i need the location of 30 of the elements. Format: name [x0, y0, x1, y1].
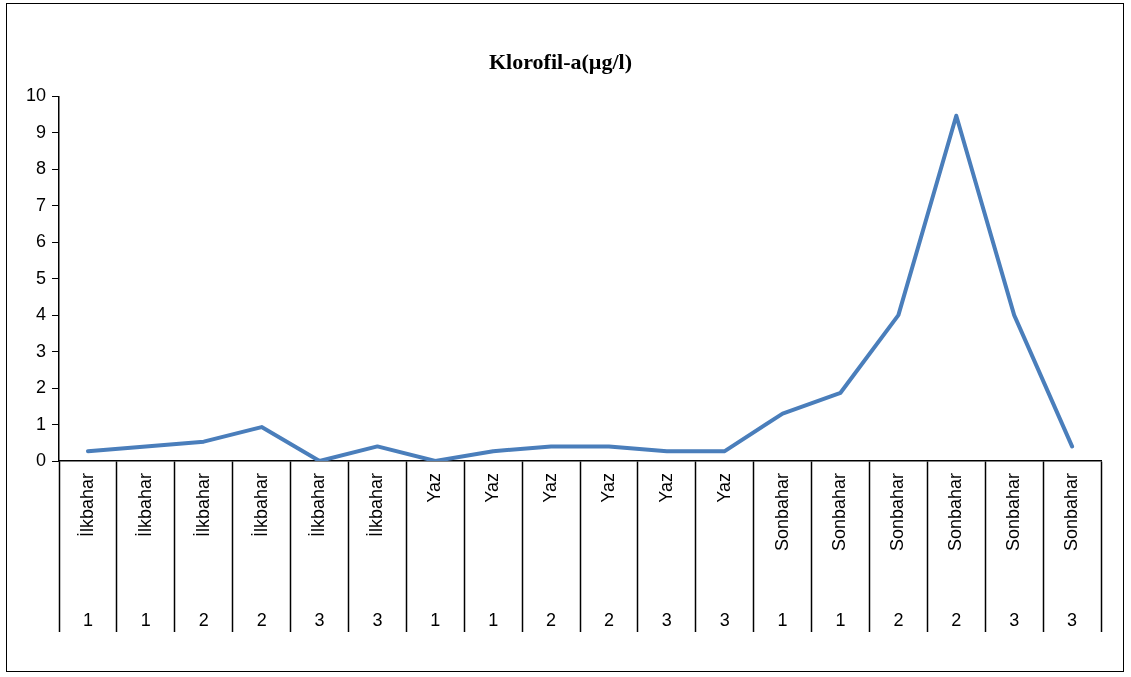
y-tick-label: 2 — [36, 377, 47, 398]
y-tick-label: 1 — [36, 413, 47, 434]
category-label: İlkbahar 1 — [76, 473, 97, 630]
y-tick-label: 8 — [36, 158, 47, 179]
category-label: Sonbahar 2 — [887, 473, 908, 630]
category-label: Sonbahar 3 — [1061, 473, 1082, 630]
category-label: Yaz 2 — [597, 473, 618, 630]
category-label: Sonbahar 3 — [1003, 473, 1024, 630]
category-label: İlkbahar 3 — [366, 473, 387, 630]
category-label: İlkbahar 1 — [134, 473, 155, 630]
y-tick-label: 7 — [36, 194, 47, 215]
category-label: Sonbahar 1 — [771, 473, 792, 630]
category-label: Yaz 3 — [655, 473, 676, 630]
category-label: Yaz 1 — [482, 473, 503, 630]
y-tick-label: 9 — [36, 121, 47, 142]
y-tick-label: 0 — [36, 449, 47, 470]
y-tick-label: 5 — [36, 267, 47, 288]
y-tick-label: 3 — [36, 340, 47, 361]
category-label: Sonbahar 2 — [945, 473, 966, 630]
category-label: Yaz 1 — [424, 473, 445, 630]
category-label: İlkbahar 2 — [192, 473, 213, 630]
y-tick-label: 6 — [36, 231, 47, 252]
category-label: Yaz 2 — [540, 473, 561, 630]
y-tick-label: 4 — [36, 304, 47, 325]
y-tick-label: 10 — [25, 85, 47, 106]
category-label: İlkbahar 2 — [250, 473, 271, 630]
category-label: İlkbahar 3 — [308, 473, 329, 630]
chart-title: Klorofil-a(µg/l) — [488, 48, 633, 74]
category-label: Sonbahar 1 — [829, 473, 850, 630]
category-label: Yaz 3 — [713, 473, 734, 630]
